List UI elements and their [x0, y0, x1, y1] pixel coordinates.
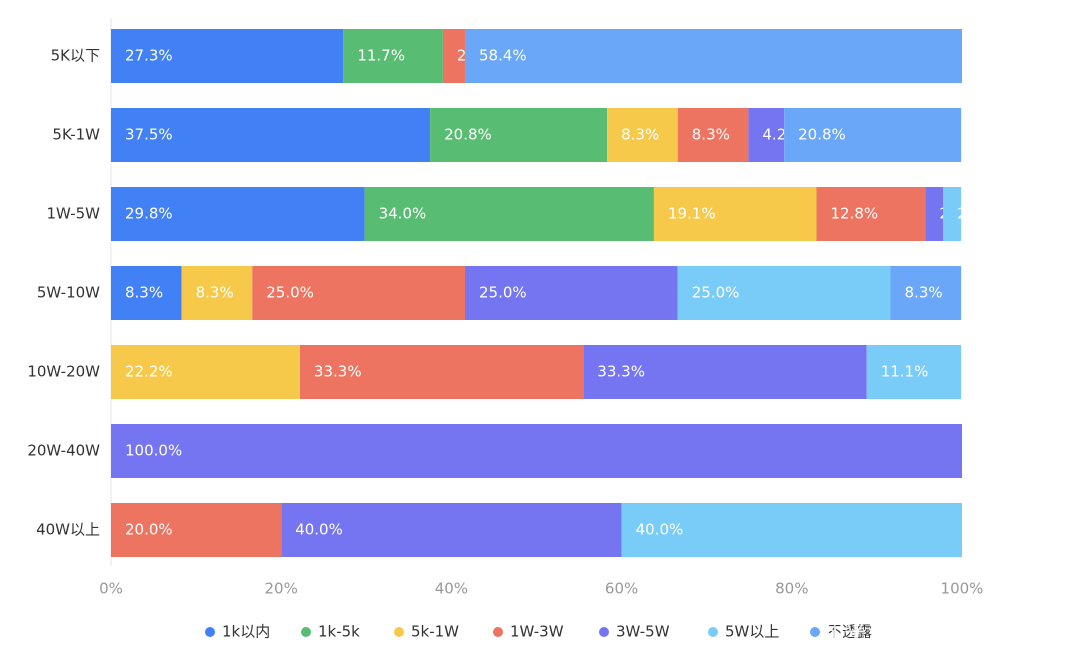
data-label: 8.3%: [125, 284, 163, 302]
data-label: 58.4%: [479, 47, 527, 65]
bar-segment: [281, 503, 622, 557]
data-label: 34.0%: [379, 205, 427, 223]
data-label: 33.3%: [314, 363, 362, 381]
data-label: 40.0%: [636, 521, 684, 539]
bar-segment: [653, 187, 817, 241]
legend-marker: [205, 627, 215, 637]
data-label: 22.2%: [125, 363, 173, 381]
bar-segment: [111, 266, 182, 320]
x-tick-label: 100%: [941, 580, 984, 598]
data-label: 2: [957, 205, 967, 223]
bar-segment: [621, 503, 962, 557]
category-label: 10W-20W: [27, 363, 100, 381]
legend-item: 不透露: [827, 623, 872, 641]
bar-segment: [364, 187, 654, 241]
data-label: 12.8%: [830, 205, 878, 223]
bar-segment: [442, 29, 466, 83]
data-label: 8.3%: [692, 126, 730, 144]
legend-item: 1k-5k: [318, 623, 360, 641]
bar-segment: [748, 108, 785, 162]
category-label: 40W以上: [36, 521, 100, 539]
category-label: 1W-5W: [46, 205, 100, 223]
legend-item: 5k-1W: [411, 623, 459, 641]
bar-segment: [943, 187, 962, 241]
x-tick-label: 40%: [435, 580, 468, 598]
x-tick-label: 80%: [775, 580, 808, 598]
bar-segment: [465, 266, 678, 320]
legend: 1k以内 1k-5k 5k-1W 1W-3W 3W-5W 5W以上 不透露: [205, 623, 872, 641]
category-axis-labels: 5K以下 5K-1W 1W-5W 5W-10W 10W-20W 20W-40W 40W以上: [27, 47, 100, 539]
bar-segment: [677, 266, 891, 320]
data-label: 27.3%: [125, 47, 173, 65]
bar-segment: [111, 424, 962, 478]
legend-marker: [493, 627, 503, 637]
data-label: 8.3%: [621, 126, 659, 144]
data-label: 19.1%: [668, 205, 716, 223]
data-label: 2: [939, 205, 949, 223]
category-label: 5K以下: [51, 47, 100, 65]
data-label: 8.3%: [196, 284, 234, 302]
bar-segment: [430, 108, 608, 162]
legend-marker: [599, 627, 609, 637]
data-label: 4.2: [762, 126, 786, 144]
data-label: 25.0%: [266, 284, 314, 302]
data-label: 100.0%: [125, 442, 182, 460]
data-label: 40.0%: [295, 521, 343, 539]
data-label: 20.0%: [125, 521, 173, 539]
data-label: 20.8%: [444, 126, 492, 144]
bar-segment: [677, 108, 749, 162]
bar-segment: [252, 266, 466, 320]
bar-segment: [925, 187, 944, 241]
x-tick-label: 60%: [605, 580, 638, 598]
data-label: 25.0%: [479, 284, 527, 302]
bars-layer: 27.3% 11.7% 2 58.4% 37.5% 20.8% 8.3% 8.3% 4.2 20.…: [110, 18, 967, 566]
legend-marker: [708, 627, 718, 637]
x-axis-tick-labels: 0% 20% 40% 60% 80% 100%: [99, 580, 983, 598]
bar-segment: [111, 187, 365, 241]
bar-segment: [890, 266, 962, 320]
category-label: 5K-1W: [52, 126, 100, 144]
data-label: 29.8%: [125, 205, 173, 223]
bar-segment: [866, 345, 962, 399]
data-label: 8.3%: [905, 284, 943, 302]
data-label: 20.8%: [798, 126, 846, 144]
legend-item: 1k以内: [222, 623, 270, 641]
data-label: 11.1%: [881, 363, 929, 381]
data-label: 33.3%: [597, 363, 645, 381]
bar-segment: [299, 345, 584, 399]
bar-segment: [583, 345, 867, 399]
category-label: 5W-10W: [37, 284, 100, 302]
legend-marker: [301, 627, 311, 637]
bar-segment: [816, 187, 926, 241]
category-label: 20W-40W: [27, 442, 100, 460]
x-tick-label: 20%: [265, 580, 298, 598]
bar-segment: [343, 29, 443, 83]
data-label: 25.0%: [692, 284, 740, 302]
legend-item: 3W-5W: [616, 623, 670, 641]
bar-segment: [111, 29, 344, 83]
bar-segment: [465, 29, 962, 83]
data-label: 11.7%: [357, 47, 405, 65]
legend-item: 1W-3W: [510, 623, 564, 641]
data-label: 37.5%: [125, 126, 173, 144]
bar-segment: [111, 108, 431, 162]
bar-segment: [111, 503, 282, 557]
watermark: 知乎 @麦克Club: [822, 620, 988, 645]
legend-marker: [394, 627, 404, 637]
legend-marker: [810, 627, 820, 637]
bar-segment: [181, 266, 253, 320]
x-tick-label: 0%: [99, 580, 123, 598]
data-label: 2: [457, 47, 467, 65]
bar-segment: [111, 345, 300, 399]
bar-segment: [784, 108, 962, 162]
bar-segment: [607, 108, 678, 162]
legend-item: 5W以上: [725, 623, 779, 641]
